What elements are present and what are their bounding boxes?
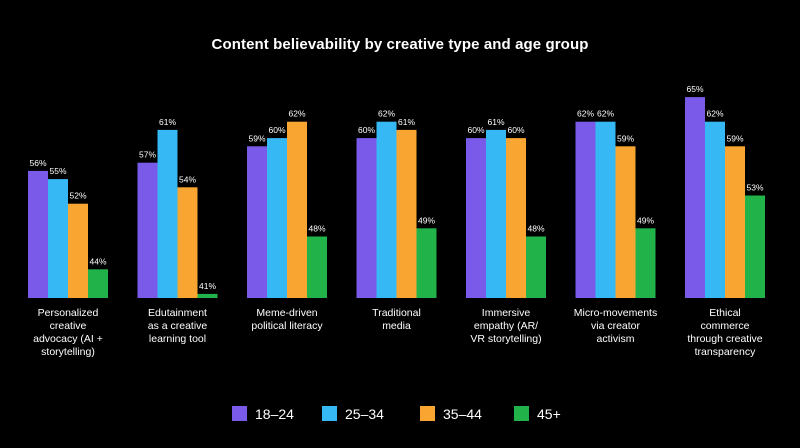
bar-2-series-3 [177,187,198,298]
bar-value-label: 61% [398,117,415,127]
bar-value-label: 61% [159,117,176,127]
bar-5-series-4 [526,236,546,298]
bar-3-series-2 [267,138,287,298]
bar-2-series-4 [197,293,218,298]
category-label-2: Edutainment as a creative learning tool [148,307,208,345]
bar-3-series-1 [247,146,267,298]
category-labels: Personalized creative advocacy (AI + storyt… [33,307,763,358]
category-label-4: Traditional media [372,307,421,332]
bar-value-label: 49% [637,215,654,225]
legend-label-2: 25–34 [345,406,384,422]
bar-value-label: 48% [527,224,544,234]
bar-4-series-4 [416,228,437,298]
bar-3-series-4 [307,236,327,298]
bar-value-label: 48% [308,224,325,234]
bar-1-series-2 [48,179,68,298]
bar-4-series-3 [396,129,417,298]
bar-value-label: 62% [378,109,395,119]
category-label-6: Micro-movements via creator activism [574,307,657,345]
category-label-5: Immersive empathy (AR/VR storytelling) [470,307,541,345]
category-label-3: Meme-driven political literacy [251,307,323,332]
bar-value-label: 60% [268,125,285,135]
category-label-1: Personalized creative advocacy (AI + storyt… [33,307,103,358]
bar-7-series-4 [745,195,765,298]
bar-6-series-1 [575,121,596,298]
bar-value-label: 55% [49,166,66,176]
bars-layer [28,97,765,298]
bar-5-series-3 [506,138,526,298]
bar-value-label: 59% [248,133,265,143]
legend-swatch-3 [420,406,435,421]
bar-4-series-1 [356,138,377,298]
bar-value-label: 41% [199,281,216,291]
chart-title: Content believability by creative type a… [211,36,589,53]
bar-5-series-1 [466,138,486,298]
bar-value-label: 61% [487,117,504,127]
bar-value-label: 53% [746,183,763,193]
bar-6-series-3 [615,146,636,298]
legend-label-1: 18–24 [255,406,294,422]
bar-value-label: 52% [69,191,86,201]
bar-7-series-3 [725,146,745,298]
bar-6-series-2 [595,121,616,298]
bar-1-series-1 [28,170,48,298]
bar-value-label: 62% [577,109,594,119]
legend-swatch-1 [232,406,247,421]
labels-layer: 56%55%52%44%57%61%54%41%59%60%62%48%60%6… [29,84,763,291]
bar-7-series-1 [685,97,705,298]
bar-4-series-2 [376,121,397,298]
bar-value-label: 59% [617,133,634,143]
legend: 18–24 25–34 35–44 45+ [232,406,561,422]
bar-5-series-2 [486,129,506,298]
bar-value-label: 57% [139,150,156,160]
legend-swatch-2 [322,406,337,421]
bar-value-label: 54% [179,174,196,184]
legend-label-3: 35–44 [443,406,482,422]
bar-value-label: 62% [597,109,614,119]
bar-value-label: 60% [358,125,375,135]
bar-value-label: 62% [288,109,305,119]
bar-value-label: 65% [686,84,703,94]
bar-2-series-2 [157,129,178,298]
bar-value-label: 59% [726,133,743,143]
bar-value-label: 60% [507,125,524,135]
bar-3-series-3 [287,121,307,298]
bar-1-series-4 [88,269,108,298]
bar-value-label: 62% [706,109,723,119]
legend-swatch-4 [514,406,529,421]
bar-value-label: 44% [89,256,106,266]
legend-label-4: 45+ [537,406,561,422]
bar-value-label: 49% [418,215,435,225]
category-label-7: Ethical commerce through creative transpare… [687,307,762,358]
bar-value-label: 56% [29,158,46,168]
bar-2-series-1 [137,162,158,298]
bar-value-label: 60% [467,125,484,135]
bar-6-series-4 [635,228,656,298]
bar-1-series-3 [68,203,88,298]
bar-7-series-2 [705,121,725,298]
